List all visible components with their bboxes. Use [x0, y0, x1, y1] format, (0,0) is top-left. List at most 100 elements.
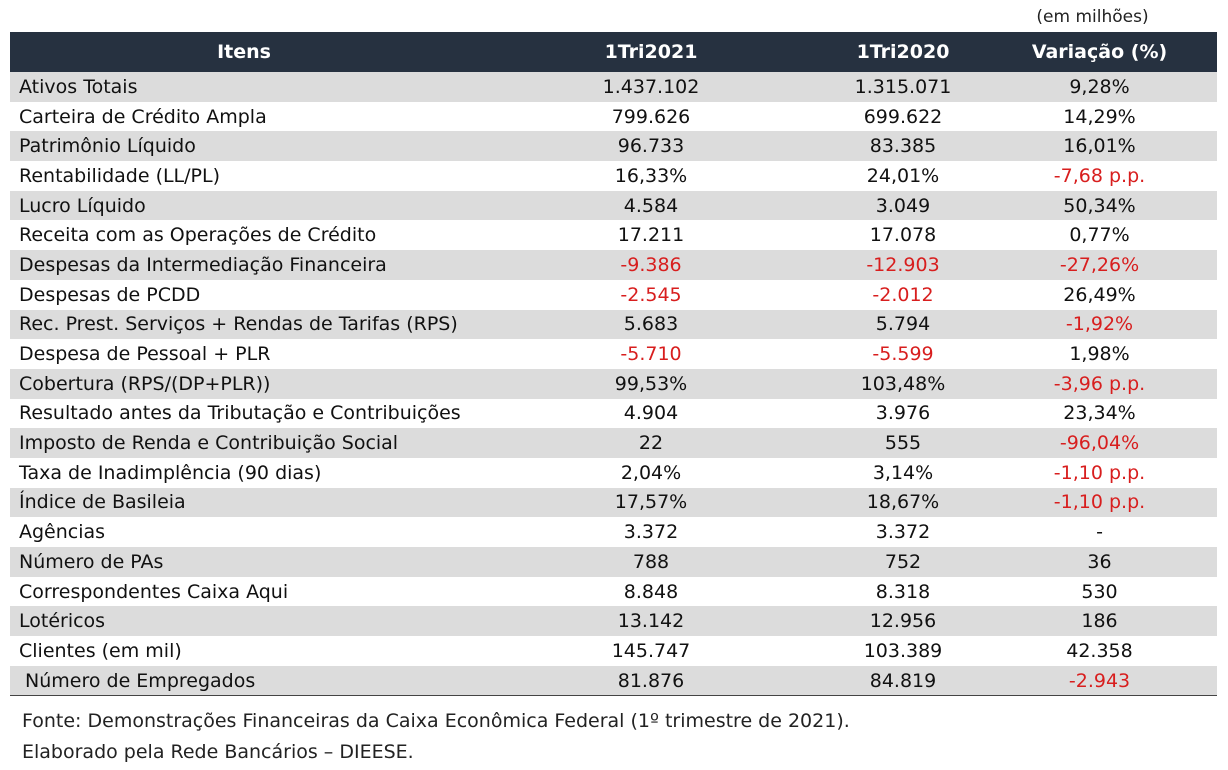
row-item: Correspondentes Caixa Aqui [10, 576, 478, 607]
row-1tri2021: 145.747 [478, 636, 824, 666]
row-1tri2021: 13.142 [478, 606, 824, 637]
table-row: Taxa de Inadimplência (90 dias) 2,04% 3,14… [10, 457, 1217, 488]
row-1tri2020: 24,01% [824, 161, 982, 191]
row-item: Ativos Totais [10, 72, 478, 102]
table-row: Número de PAs 788 752 36 [10, 547, 1217, 577]
row-item: Cobertura (RPS/(DP+PLR)) [10, 368, 478, 399]
row-1tri2020: 84.819 [824, 665, 982, 697]
row-1tri2020: -5.599 [824, 339, 982, 369]
row-1tri2021: 1.437.102 [478, 72, 824, 102]
table-row: Resultado antes da Tributação e Contribu… [10, 398, 1217, 429]
table-body: Ativos Totais 1.437.102 1.315.071 9,28% Cart… [10, 72, 1217, 697]
table-row: Carteira de Crédito Ampla 799.626 699.622 1… [10, 101, 1217, 132]
row-1tri2020: -12.903 [824, 250, 982, 280]
row-item: Número de PAs [10, 547, 478, 577]
row-variacao: 50,34% [982, 190, 1217, 221]
row-1tri2020: 103,48% [824, 368, 982, 399]
row-1tri2020: 555 [824, 428, 982, 458]
table-row: Lotéricos 13.142 12.956 186 [10, 606, 1217, 637]
financial-table: Itens 1Tri2021 1Tri2020 Variação (%) Ati… [10, 32, 1217, 697]
row-1tri2020: 3.372 [824, 517, 982, 547]
row-1tri2021: 17,57% [478, 487, 824, 518]
table-row: Número de Empregados 81.876 84.819 -2.943 [10, 665, 1217, 697]
row-variacao: -27,26% [982, 250, 1217, 280]
table-row: Despesas de PCDD -2.545 -2.012 26,49% [10, 279, 1217, 310]
row-variacao: 14,29% [982, 101, 1217, 132]
row-variacao: 42.358 [982, 636, 1217, 666]
row-1tri2020: 83.385 [824, 131, 982, 162]
row-1tri2021: 788 [478, 547, 824, 577]
row-variacao: 9,28% [982, 72, 1217, 102]
table-row: Despesas da Intermediação Financeira -9.3… [10, 250, 1217, 280]
row-1tri2020: -2.012 [824, 279, 982, 310]
row-variacao: 186 [982, 606, 1217, 637]
table-row: Agências 3.372 3.372- [10, 517, 1217, 547]
row-item: Agências [10, 517, 478, 547]
row-1tri2020: 752 [824, 547, 982, 577]
row-variacao: 16,01% [982, 131, 1217, 162]
row-1tri2021: -9.386 [478, 250, 824, 280]
row-1tri2021: 96.733 [478, 131, 824, 162]
row-variacao: -2.943 [982, 665, 1217, 697]
row-variacao: -1,10 p.p. [982, 487, 1217, 518]
row-1tri2020: 103.389 [824, 636, 982, 666]
row-1tri2021: 2,04% [478, 457, 824, 488]
row-1tri2021: -2.545 [478, 279, 824, 310]
table-row: Clientes (em mil) 145.747 103.389 42.358 [10, 636, 1217, 666]
row-1tri2021: 99,53% [478, 368, 824, 399]
row-1tri2020: 1.315.071 [824, 72, 982, 102]
table-row: Despesa de Pessoal + PLR -5.710 -5.599 1,98… [10, 339, 1217, 369]
row-variacao: - [982, 517, 1217, 547]
header-itens: Itens [10, 32, 478, 72]
row-item: Rec. Prest. Serviços + Rendas de Tarifas… [10, 309, 478, 340]
table-row: Correspondentes Caixa Aqui 8.848 8.318 530 [10, 576, 1217, 607]
row-1tri2020: 5.794 [824, 309, 982, 340]
header-variacao: Variação (%) [982, 32, 1217, 72]
header-1tri2020: 1Tri2020 [824, 32, 982, 72]
row-1tri2021: 799.626 [478, 101, 824, 132]
row-variacao: -7,68 p.p. [982, 161, 1217, 191]
row-1tri2020: 12.956 [824, 606, 982, 637]
table-row: Receita com as Operações de Crédito 17.21… [10, 220, 1217, 251]
row-1tri2021: -5.710 [478, 339, 824, 369]
row-item: Lucro Líquido [10, 190, 478, 221]
row-item: Despesas de PCDD [10, 279, 478, 310]
row-item: Imposto de Renda e Contribuição Social [10, 428, 478, 458]
row-1tri2021: 4.584 [478, 190, 824, 221]
row-item: Resultado antes da Tributação e Contribu… [10, 398, 478, 429]
row-1tri2020: 8.318 [824, 576, 982, 607]
row-1tri2020: 18,67% [824, 487, 982, 518]
row-1tri2021: 8.848 [478, 576, 824, 607]
footer-source: Fonte: Demonstrações Financeiras da Caix… [22, 710, 850, 732]
row-variacao: 0,77% [982, 220, 1217, 251]
header-1tri2021: 1Tri2021 [478, 32, 824, 72]
table-row: Índice de Basileia 17,57% 18,67% -1,10 p.p. [10, 487, 1217, 518]
row-item: Número de Empregados [10, 665, 478, 697]
row-item: Receita com as Operações de Crédito [10, 220, 478, 251]
table-header: Itens 1Tri2021 1Tri2020 Variação (%) [10, 32, 1217, 72]
row-variacao: -1,92% [982, 309, 1217, 340]
table-row: Imposto de Renda e Contribuição Social 22… [10, 428, 1217, 458]
row-1tri2020: 3.976 [824, 398, 982, 429]
unit-note: (em milhões) [1036, 7, 1149, 27]
table-row: Cobertura (RPS/(DP+PLR)) 99,53% 103,48% -3,… [10, 368, 1217, 399]
footer-credit: Elaborado pela Rede Bancários – DIEESE. [22, 741, 414, 763]
row-1tri2021: 17.211 [478, 220, 824, 251]
row-item: Despesa de Pessoal + PLR [10, 339, 478, 369]
table-row: Rentabilidade (LL/PL) 16,33% 24,01% -7,68 p… [10, 161, 1217, 191]
table-row: Ativos Totais 1.437.102 1.315.071 9,28% [10, 72, 1217, 102]
row-variacao: 530 [982, 576, 1217, 607]
row-variacao: -3,96 p.p. [982, 368, 1217, 399]
row-1tri2021: 4.904 [478, 398, 824, 429]
table-row: Rec. Prest. Serviços + Rendas de Tarifas… [10, 309, 1217, 340]
row-1tri2020: 3,14% [824, 457, 982, 488]
row-1tri2020: 3.049 [824, 190, 982, 221]
footer: Fonte: Demonstrações Financeiras da Caix… [22, 706, 850, 768]
row-variacao: 36 [982, 547, 1217, 577]
row-variacao: 1,98% [982, 339, 1217, 369]
row-1tri2021: 22 [478, 428, 824, 458]
row-item: Carteira de Crédito Ampla [10, 101, 478, 132]
row-variacao: 26,49% [982, 279, 1217, 310]
row-item: Índice de Basileia [10, 487, 478, 518]
row-item: Rentabilidade (LL/PL) [10, 161, 478, 191]
